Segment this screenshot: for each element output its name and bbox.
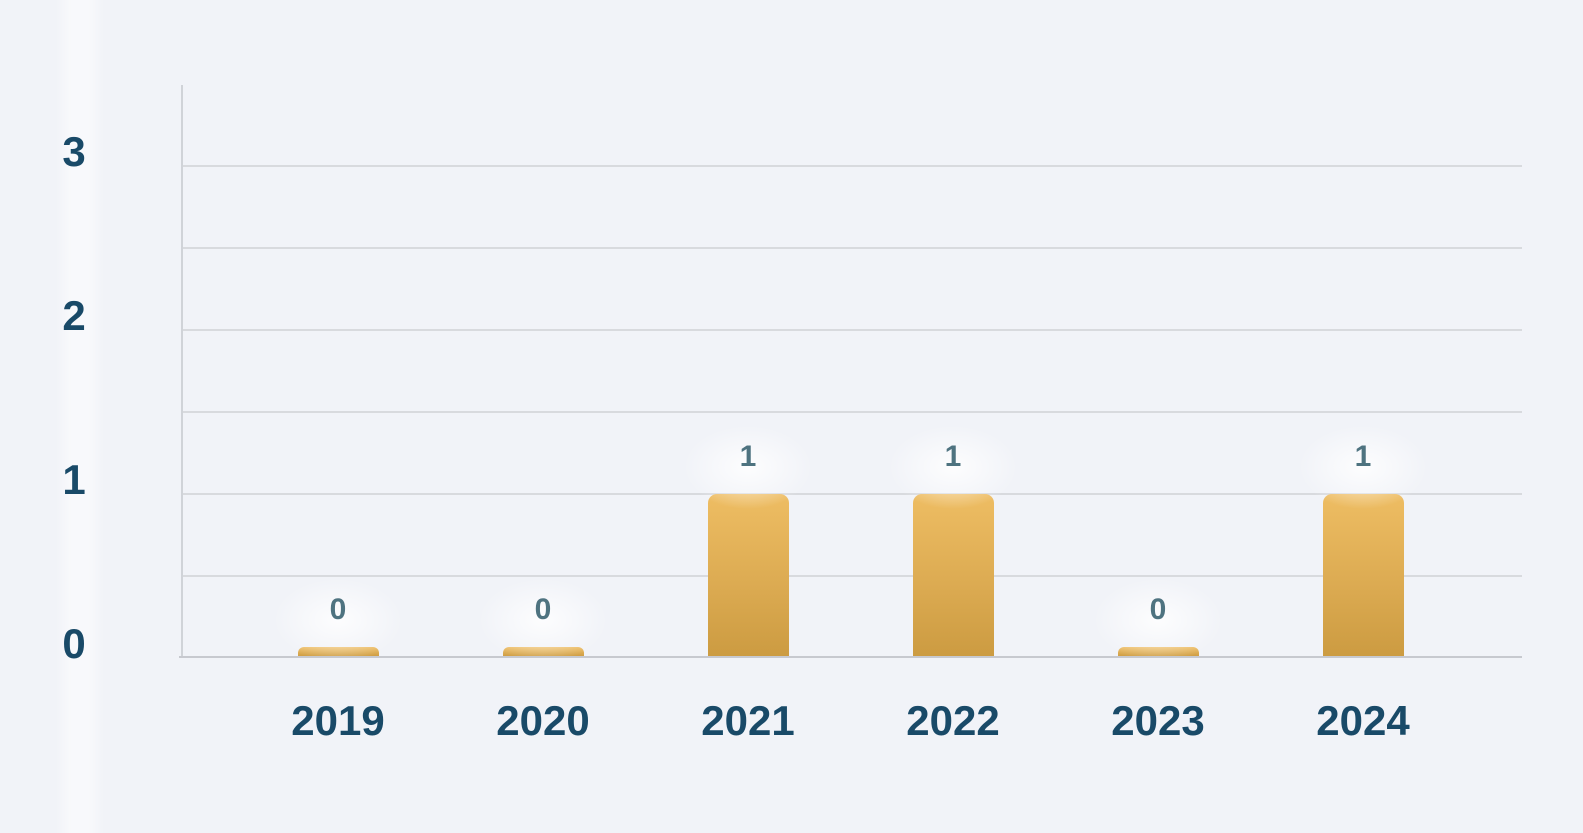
gridline (182, 165, 1522, 167)
gridline (182, 247, 1522, 249)
y-tick-label-1: 1 (62, 456, 86, 503)
bar-2021[interactable] (708, 494, 789, 657)
y-axis-highlight-band (56, 0, 104, 833)
value-label-2024: 1 (1354, 440, 1372, 473)
x-label-2020: 2020 (496, 697, 590, 744)
x-label-2024: 2024 (1316, 697, 1410, 744)
y-tick-label-2: 2 (62, 292, 86, 339)
bar-2022[interactable] (913, 494, 994, 657)
x-label-2023: 2023 (1111, 697, 1205, 744)
x-label-2021: 2021 (701, 697, 795, 744)
y-axis-line (181, 85, 183, 657)
value-label-2019: 0 (329, 593, 347, 626)
y-tick-label-0: 0 (62, 620, 86, 667)
x-axis-line (179, 656, 1522, 658)
value-label-2020: 0 (534, 593, 552, 626)
x-label-2022: 2022 (906, 697, 1000, 744)
gridline (182, 575, 1522, 577)
y-tick-label-3: 3 (62, 128, 86, 175)
gridline (182, 493, 1522, 495)
gridline (182, 329, 1522, 331)
value-label-2023: 0 (1149, 593, 1167, 626)
x-label-2019: 2019 (291, 697, 385, 744)
value-label-2021: 1 (739, 440, 757, 473)
bar-2024[interactable] (1323, 494, 1404, 657)
gridline (182, 411, 1522, 413)
value-label-2022: 1 (944, 440, 962, 473)
